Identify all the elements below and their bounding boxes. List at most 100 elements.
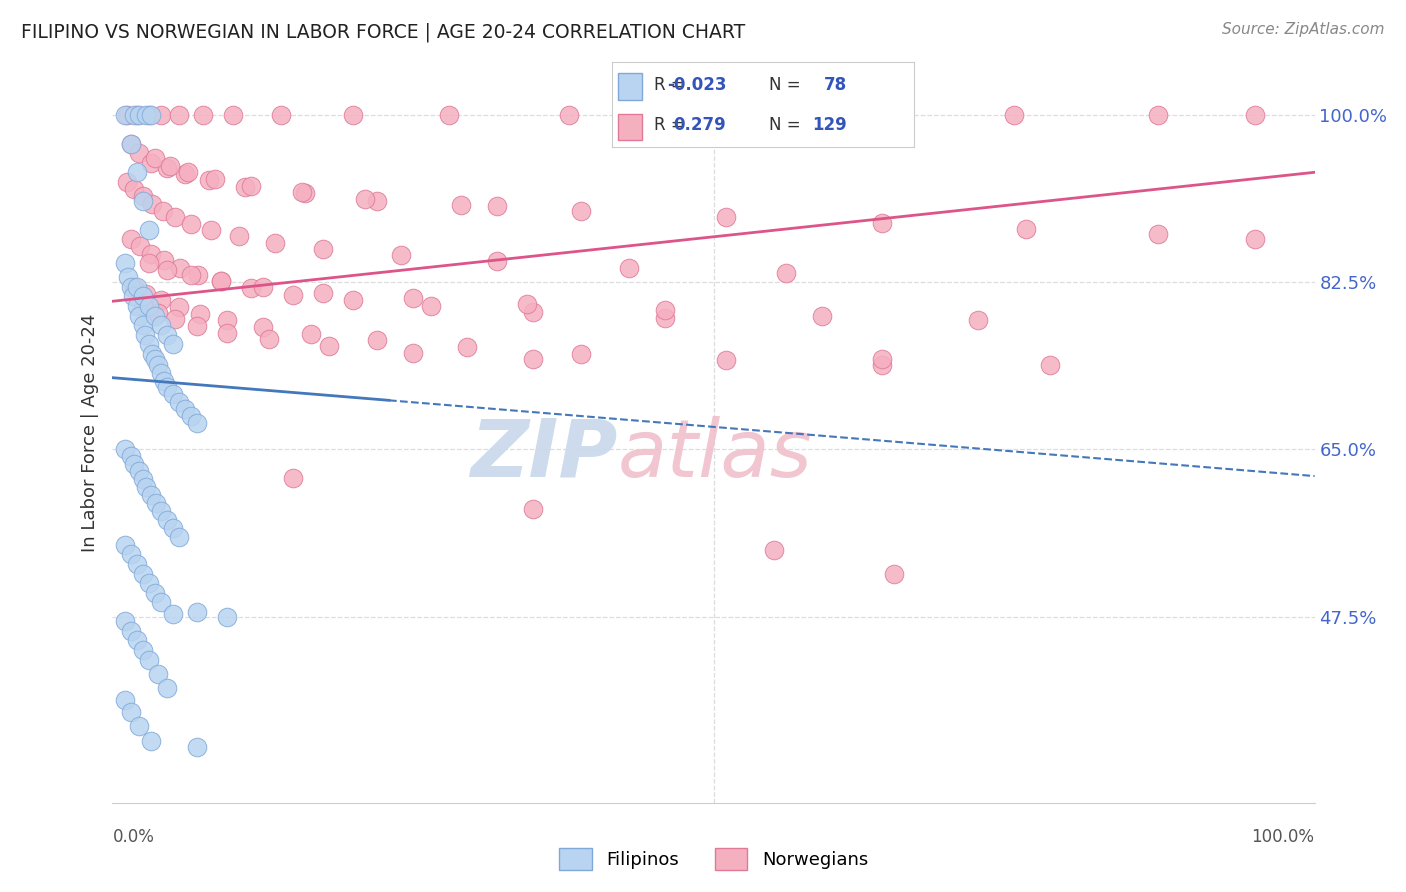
Point (117, 270, 139, 285)
Point (456, 340, 478, 354)
Point (163, 210, 186, 224)
Point (1002, 108, 1025, 122)
Point (122, 280, 145, 294)
Point (870, 216, 893, 230)
Point (318, 339, 340, 353)
Point (420, 299, 443, 313)
Point (180, 268, 202, 283)
Point (128, 464, 150, 478)
Point (619, 260, 641, 275)
Point (263, 235, 285, 250)
Point (257, 333, 280, 347)
Point (138, 299, 160, 313)
Point (197, 173, 219, 187)
Point (167, 108, 190, 122)
Point (281, 471, 304, 485)
Point (141, 197, 163, 211)
Point (138, 108, 160, 122)
Point (239, 178, 262, 193)
Text: N =: N = (769, 116, 800, 134)
Point (299, 326, 322, 341)
Point (291, 186, 314, 200)
Point (139, 108, 162, 122)
Point (145, 496, 167, 510)
Point (402, 346, 425, 360)
Point (146, 358, 169, 372)
Point (167, 394, 190, 409)
Point (162, 337, 184, 351)
Point (222, 108, 245, 122)
Point (402, 292, 425, 306)
Point (152, 203, 174, 218)
Point (522, 305, 544, 319)
Point (131, 472, 153, 486)
Point (139, 155, 162, 169)
Point (167, 300, 190, 314)
Text: 100.0%: 100.0% (1251, 828, 1315, 846)
Point (294, 186, 316, 201)
Point (149, 293, 172, 308)
Text: 0.0%: 0.0% (112, 828, 155, 846)
Point (138, 222, 160, 236)
Point (569, 204, 592, 219)
Point (252, 320, 274, 334)
Point (870, 358, 893, 372)
Point (131, 189, 153, 203)
Point (146, 666, 169, 681)
Point (209, 274, 232, 288)
Text: 78: 78 (824, 76, 848, 94)
Point (967, 313, 990, 327)
Point (342, 293, 364, 308)
Point (125, 108, 148, 122)
Point (131, 318, 153, 333)
Text: R =: R = (654, 116, 685, 134)
Point (762, 542, 785, 557)
Point (486, 254, 509, 268)
Point (128, 719, 150, 733)
Legend: Filipinos, Norwegians: Filipinos, Norwegians (550, 838, 877, 879)
Point (155, 380, 177, 394)
Point (215, 326, 238, 340)
Point (169, 260, 191, 275)
Point (155, 161, 177, 175)
Point (846, 108, 869, 122)
Point (162, 521, 184, 535)
Point (186, 740, 208, 755)
Point (135, 108, 157, 122)
Point (120, 136, 142, 151)
Point (366, 194, 388, 208)
Point (155, 681, 177, 695)
Text: ZIP: ZIP (470, 416, 617, 494)
Point (714, 210, 737, 224)
Point (149, 504, 172, 518)
Point (522, 351, 544, 366)
Text: -0.023: -0.023 (666, 76, 727, 94)
Point (1147, 108, 1170, 122)
Point (870, 351, 893, 366)
Point (125, 299, 148, 313)
Point (155, 262, 177, 277)
Point (180, 217, 202, 231)
Point (702, 108, 725, 122)
Point (200, 222, 222, 236)
Point (209, 274, 232, 288)
Point (270, 108, 292, 122)
Point (883, 566, 905, 581)
Point (120, 280, 142, 294)
Point (153, 374, 176, 388)
Point (162, 387, 184, 401)
Point (191, 108, 214, 122)
Point (162, 607, 184, 621)
Point (486, 199, 509, 213)
Point (138, 652, 160, 666)
Text: atlas: atlas (617, 416, 813, 494)
Point (125, 633, 148, 648)
Point (569, 347, 592, 361)
Point (143, 351, 166, 366)
Point (125, 165, 148, 179)
Text: 0.279: 0.279 (673, 116, 727, 134)
Point (143, 309, 166, 323)
Point (134, 327, 156, 342)
Point (114, 442, 136, 457)
Point (215, 609, 238, 624)
